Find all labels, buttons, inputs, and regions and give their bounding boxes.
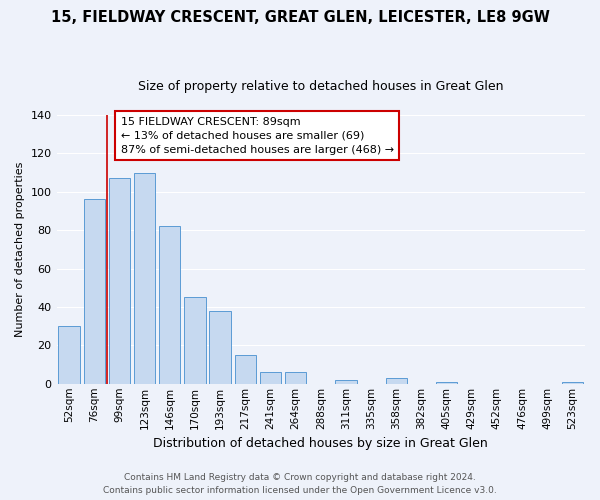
Bar <box>58 326 80 384</box>
X-axis label: Distribution of detached houses by size in Great Glen: Distribution of detached houses by size … <box>154 437 488 450</box>
Y-axis label: Number of detached properties: Number of detached properties <box>15 162 25 337</box>
Title: Size of property relative to detached houses in Great Glen: Size of property relative to detached ho… <box>138 80 503 93</box>
Text: 15 FIELDWAY CRESCENT: 89sqm
← 13% of detached houses are smaller (69)
87% of sem: 15 FIELDWAY CRESCENT: 89sqm ← 13% of det… <box>121 117 394 155</box>
Text: 15, FIELDWAY CRESCENT, GREAT GLEN, LEICESTER, LE8 9GW: 15, FIELDWAY CRESCENT, GREAT GLEN, LEICE… <box>50 10 550 25</box>
Bar <box>159 226 181 384</box>
Bar <box>436 382 457 384</box>
Text: Contains HM Land Registry data © Crown copyright and database right 2024.
Contai: Contains HM Land Registry data © Crown c… <box>103 474 497 495</box>
Bar <box>285 372 307 384</box>
Bar <box>335 380 356 384</box>
Bar <box>260 372 281 384</box>
Bar <box>184 298 206 384</box>
Bar <box>134 172 155 384</box>
Bar <box>109 178 130 384</box>
Bar <box>562 382 583 384</box>
Bar <box>386 378 407 384</box>
Bar <box>235 355 256 384</box>
Bar <box>83 200 105 384</box>
Bar <box>209 311 231 384</box>
